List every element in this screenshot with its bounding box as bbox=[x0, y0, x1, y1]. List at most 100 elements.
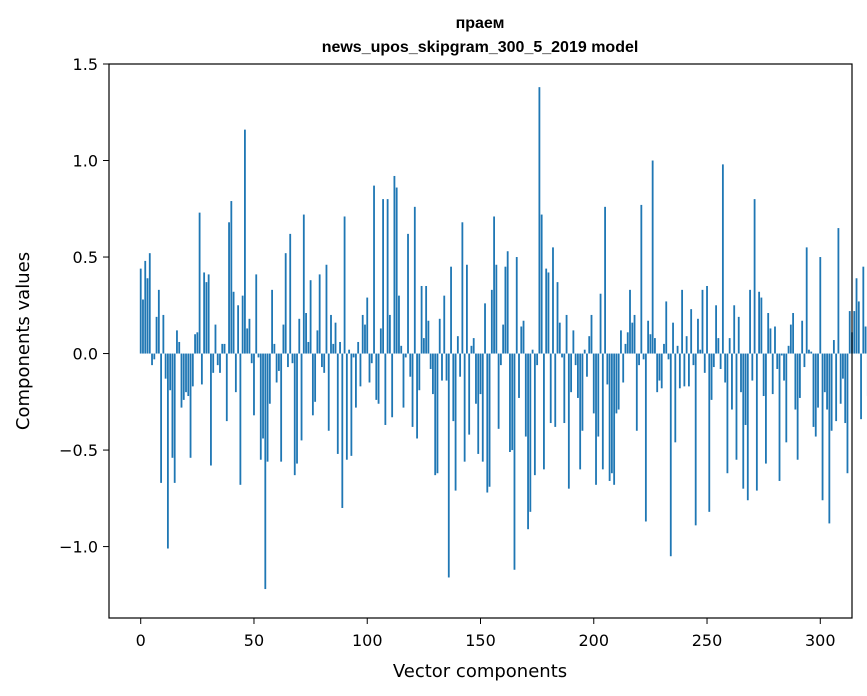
bar-288 bbox=[792, 313, 795, 354]
bar-0 bbox=[139, 268, 142, 354]
bar-45 bbox=[241, 295, 244, 354]
bar-246 bbox=[697, 318, 699, 354]
x-axis-label: Vector components bbox=[393, 661, 567, 682]
bar-181 bbox=[549, 353, 552, 424]
bar-291 bbox=[798, 353, 801, 398]
bar-237 bbox=[676, 345, 679, 354]
bar-16 bbox=[176, 330, 178, 354]
bar-111 bbox=[391, 353, 394, 418]
bar-61 bbox=[277, 353, 280, 371]
bar-279 bbox=[771, 353, 774, 395]
bar-258 bbox=[724, 353, 727, 383]
bar-136 bbox=[447, 353, 450, 578]
bar-175 bbox=[536, 353, 539, 366]
bar-76 bbox=[311, 353, 314, 416]
bar-236 bbox=[674, 353, 677, 443]
bar-139 bbox=[454, 353, 457, 491]
bar-73 bbox=[305, 313, 307, 354]
bar-99 bbox=[364, 324, 366, 354]
bar-147 bbox=[472, 338, 475, 354]
x-axis-ticks: 0 50 100 150 200 250 300 bbox=[136, 618, 836, 650]
bar-55 bbox=[264, 353, 267, 590]
bar-69 bbox=[296, 353, 298, 464]
bar-260 bbox=[728, 338, 731, 354]
bar-265 bbox=[740, 353, 742, 393]
bar-13 bbox=[169, 353, 172, 391]
bar-272 bbox=[755, 353, 758, 491]
bar-173 bbox=[531, 349, 534, 354]
bar-150 bbox=[479, 353, 482, 395]
bar-255 bbox=[717, 338, 720, 354]
bar-153 bbox=[486, 353, 489, 493]
bar-40 bbox=[230, 201, 233, 354]
bar-166 bbox=[515, 257, 518, 354]
bar-24 bbox=[194, 334, 196, 354]
bar-80 bbox=[321, 353, 323, 368]
bar-192 bbox=[574, 353, 577, 366]
bar-292 bbox=[801, 320, 804, 354]
bar-298 bbox=[814, 353, 817, 437]
bar-84 bbox=[330, 314, 332, 354]
x-tick-label: 200 bbox=[578, 631, 609, 650]
bar-44 bbox=[239, 353, 242, 485]
bar-10 bbox=[162, 314, 165, 354]
bar-2 bbox=[144, 260, 147, 354]
y-tick-label: 1.0 bbox=[73, 152, 98, 171]
bar-142 bbox=[461, 222, 464, 354]
bar-67 bbox=[291, 353, 294, 364]
bar-95 bbox=[355, 353, 357, 408]
bar-43 bbox=[237, 305, 240, 354]
bar-309 bbox=[839, 353, 842, 404]
bar-145 bbox=[468, 353, 471, 435]
bar-25 bbox=[196, 332, 199, 354]
bar-320 bbox=[864, 326, 867, 354]
bar-105 bbox=[377, 353, 380, 404]
bar-85 bbox=[332, 343, 335, 354]
bar-176 bbox=[538, 87, 541, 354]
bar-97 bbox=[359, 353, 362, 387]
bar-37 bbox=[223, 343, 226, 354]
bar-109 bbox=[386, 199, 389, 354]
bar-264 bbox=[737, 316, 740, 354]
bar-48 bbox=[248, 318, 251, 354]
bar-59 bbox=[273, 343, 276, 354]
bar-183 bbox=[554, 353, 557, 427]
bar-256 bbox=[719, 353, 722, 369]
bar-127 bbox=[427, 320, 430, 354]
bar-168 bbox=[520, 326, 523, 354]
bar-234 bbox=[669, 353, 672, 557]
bar-304 bbox=[828, 353, 831, 524]
bar-71 bbox=[300, 353, 303, 441]
y-axis-label: Components values bbox=[13, 252, 34, 430]
bar-34 bbox=[216, 353, 219, 366]
bar-193 bbox=[577, 353, 579, 398]
bar-274 bbox=[760, 297, 763, 354]
bar-266 bbox=[742, 353, 745, 489]
bar-132 bbox=[438, 318, 441, 354]
bar-273 bbox=[758, 291, 761, 354]
bar-169 bbox=[522, 320, 525, 354]
bar-89 bbox=[341, 353, 344, 508]
bar-285 bbox=[785, 353, 788, 443]
bar-283 bbox=[780, 353, 783, 356]
bar-259 bbox=[726, 353, 729, 474]
x-tick-label: 50 bbox=[244, 631, 264, 650]
bar-90 bbox=[343, 216, 346, 354]
bar-188 bbox=[565, 314, 568, 354]
bar-131 bbox=[436, 353, 439, 474]
bar-141 bbox=[459, 353, 462, 377]
bar-3 bbox=[146, 278, 149, 354]
bar-284 bbox=[783, 353, 785, 381]
bar-83 bbox=[327, 353, 330, 431]
bar-219 bbox=[635, 353, 638, 431]
bar-174 bbox=[533, 353, 536, 476]
bar-93 bbox=[350, 353, 353, 456]
bar-104 bbox=[375, 353, 378, 400]
bar-178 bbox=[543, 353, 545, 470]
bar-293 bbox=[803, 353, 806, 368]
bar-318 bbox=[860, 353, 862, 420]
bar-27 bbox=[200, 353, 203, 385]
y-tick-label: −0.5 bbox=[59, 441, 98, 460]
y-axis-ticks: 1.5 1.0 0.5 0.0 −0.5 −1.0 bbox=[59, 55, 109, 557]
